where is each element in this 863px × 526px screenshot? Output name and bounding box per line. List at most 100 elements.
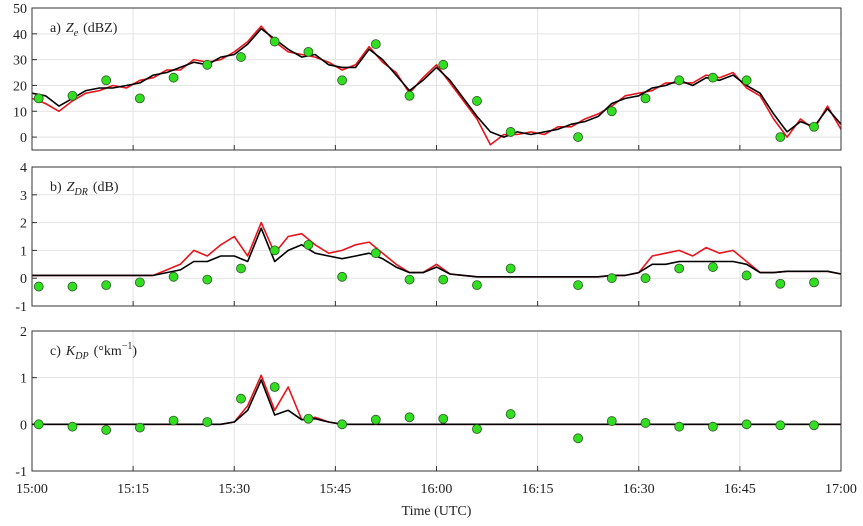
x-tick-label: 16:30 — [623, 482, 655, 497]
data-point — [404, 274, 415, 285]
data-line — [32, 221, 842, 278]
data-point — [303, 413, 314, 424]
panel-label: b) — [50, 180, 62, 195]
data-point — [67, 281, 78, 292]
data-point — [33, 419, 44, 430]
data-point — [134, 277, 145, 288]
data-point — [269, 382, 280, 392]
x-tick-label: 16:45 — [724, 482, 756, 497]
data-point — [370, 248, 381, 259]
y-tick-label: -1 — [15, 300, 27, 315]
data-point — [472, 424, 482, 434]
data-point — [640, 93, 651, 104]
data-point — [202, 417, 213, 427]
plot-frame — [31, 166, 842, 307]
data-point — [809, 277, 819, 288]
data-point — [134, 93, 145, 104]
data-point — [505, 263, 516, 274]
data-point — [809, 420, 819, 431]
panel-title: b) ZDR (dB) — [50, 180, 119, 198]
data-point — [67, 90, 78, 101]
data-line — [31, 27, 842, 138]
data-point — [775, 278, 786, 289]
x-tick-label: 16:00 — [421, 482, 453, 497]
data-point — [674, 75, 685, 86]
unit-close: ) — [132, 344, 137, 359]
data-point — [606, 273, 617, 284]
data-point — [236, 52, 246, 62]
data-point — [674, 263, 685, 274]
data-point — [741, 419, 752, 430]
y-tick-label: 2 — [20, 325, 27, 340]
data-line — [31, 25, 842, 146]
data-point — [101, 280, 112, 291]
data-point — [438, 413, 449, 424]
data-point — [303, 46, 314, 57]
data-point — [438, 59, 449, 70]
data-point — [236, 393, 246, 404]
data-point — [33, 281, 44, 292]
data-point — [640, 273, 651, 284]
plot-frame — [31, 330, 842, 472]
data-point — [741, 75, 752, 86]
data-point — [640, 418, 651, 428]
data-point — [606, 416, 617, 426]
y-tick-label: 20 — [13, 79, 27, 94]
data-point — [674, 421, 685, 432]
data-point — [606, 106, 617, 117]
unit-superscript: −1 — [122, 341, 133, 352]
data-point — [505, 127, 516, 137]
data-point — [404, 412, 415, 423]
y-tick-label: 40 — [13, 28, 27, 43]
data-point — [775, 132, 786, 142]
data-point — [472, 96, 482, 106]
data-point — [505, 409, 516, 419]
data-point — [101, 425, 112, 435]
y-tick-label: 0 — [20, 418, 27, 433]
data-point — [708, 421, 718, 432]
panel-label: c) — [50, 344, 61, 359]
data-point — [741, 270, 752, 281]
panel-label: a) — [50, 21, 61, 36]
data-point — [134, 422, 145, 433]
data-point — [168, 415, 179, 426]
unit: (dBZ) — [83, 21, 118, 36]
symbol: K — [65, 344, 76, 359]
y-tick-label: 10 — [13, 105, 27, 120]
data-point — [337, 419, 348, 430]
y-tick-label: 0 — [20, 131, 27, 146]
x-tick-label: 17:00 — [825, 482, 857, 497]
symbol: Z — [67, 180, 75, 195]
data-point — [67, 421, 78, 432]
data-point — [370, 39, 381, 50]
x-tick-label: 15:30 — [218, 482, 250, 497]
data-point — [303, 239, 314, 250]
plot-frame — [31, 7, 842, 151]
y-tick-label: 1 — [20, 372, 27, 387]
subscript: e — [74, 28, 79, 39]
data-point — [573, 280, 583, 291]
data-point — [202, 274, 213, 285]
data-point — [337, 75, 348, 86]
data-point — [775, 420, 786, 431]
x-tick-label: 16:15 — [522, 482, 554, 497]
data-point — [33, 93, 44, 104]
y-tick-label: 50 — [13, 2, 27, 17]
subscript: DR — [73, 187, 87, 198]
subscript: DP — [74, 351, 88, 362]
data-point — [202, 59, 213, 70]
x-tick-label: 15:15 — [117, 482, 149, 497]
panel-title: c) KDP (°km−1) — [50, 341, 137, 362]
data-point — [472, 280, 482, 291]
y-tick-label: 2 — [20, 217, 27, 232]
data-line — [32, 227, 842, 278]
data-point — [168, 271, 179, 282]
data-point — [404, 90, 415, 101]
data-point — [337, 271, 348, 282]
x-axis-label: Time (UTC) — [402, 504, 472, 519]
y-tick-label: -1 — [15, 465, 27, 480]
data-point — [708, 262, 718, 272]
y-tick-label: 0 — [20, 272, 27, 287]
y-tick-label: 1 — [20, 244, 27, 259]
